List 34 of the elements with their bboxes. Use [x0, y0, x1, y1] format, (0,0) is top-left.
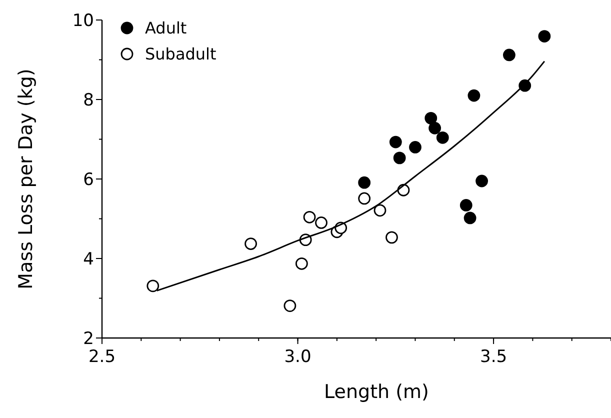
y-tick-label: 10 [72, 10, 94, 31]
point [386, 231, 398, 244]
point [393, 152, 406, 164]
x-tick-label: 3.0 [284, 347, 312, 367]
point [538, 30, 551, 42]
y-axis-title: Mass Loss per Day (kg) [15, 68, 37, 290]
point [244, 238, 257, 250]
point [146, 280, 160, 292]
point [436, 131, 449, 144]
point [428, 122, 442, 134]
point [358, 176, 371, 189]
y-tick-label: 2 [83, 328, 94, 349]
point [460, 199, 472, 212]
point [468, 89, 480, 102]
point [424, 112, 438, 124]
point [409, 141, 422, 154]
point [358, 192, 371, 205]
point [389, 136, 402, 148]
y-tick-label: 8 [83, 90, 94, 110]
x-tick-label: 2.5 [88, 347, 116, 367]
point [476, 174, 488, 188]
point [503, 48, 516, 62]
point [464, 212, 476, 224]
x-tick-label: 3.5 [480, 347, 508, 367]
y-tick-label: 4 [83, 249, 94, 270]
point [284, 300, 296, 312]
y-tick-label: 6 [83, 170, 94, 190]
legend-label: Adult [145, 18, 187, 38]
legend-label: Subadult [145, 44, 216, 64]
point [303, 210, 316, 224]
x-axis-title: Length (m) [324, 381, 429, 403]
point [374, 204, 386, 217]
point [315, 216, 328, 229]
point [295, 257, 308, 270]
